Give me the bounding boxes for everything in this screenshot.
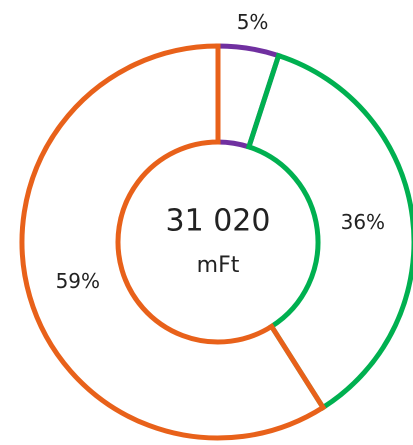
segment-label: 59% [56, 269, 100, 293]
donut-segment [19, 43, 327, 441]
segment-label: 36% [341, 210, 385, 234]
donut-segment [245, 52, 413, 411]
segment-label: 5% [237, 10, 269, 34]
donut-segment [215, 43, 282, 151]
center-unit: mFt [197, 253, 240, 278]
center-value: 31 020 [166, 204, 271, 239]
